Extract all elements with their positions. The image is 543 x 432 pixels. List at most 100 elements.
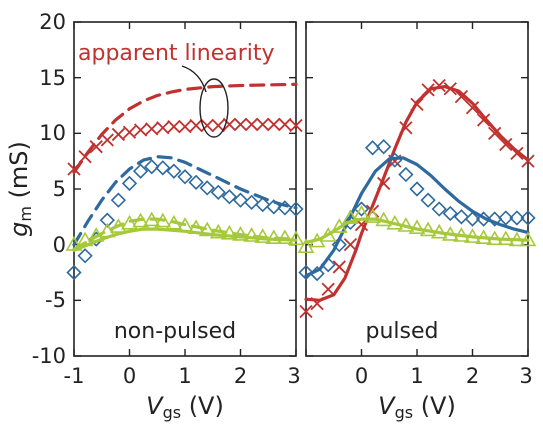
ytick-label: 0	[53, 233, 66, 257]
series-line-blue	[304, 156, 530, 278]
data-point-red	[299, 304, 313, 319]
data-point-red	[211, 118, 225, 133]
data-point-red	[278, 117, 292, 132]
data-point-red	[78, 150, 92, 164]
data-point-blue	[431, 201, 447, 217]
data-point-green	[143, 211, 161, 227]
data-point-blue	[387, 152, 403, 168]
annotation-leader	[181, 65, 207, 93]
series-line-blue	[72, 155, 298, 247]
data-point-blue	[277, 200, 293, 216]
y-axis-label-sub: m	[16, 206, 35, 222]
data-point-red	[377, 176, 391, 191]
data-point-red	[421, 83, 435, 97]
data-point-red	[454, 89, 469, 104]
data-point-red	[156, 121, 170, 135]
ytick-label: 5	[53, 177, 66, 201]
data-point-blue	[221, 189, 238, 205]
data-point-green	[419, 221, 437, 237]
x-axis-label-sub: gs	[395, 403, 414, 422]
data-point-green	[497, 230, 515, 246]
data-point-red	[256, 117, 270, 132]
data-point-green	[276, 229, 294, 245]
series-group	[65, 78, 537, 319]
xtick-label: 2	[466, 364, 479, 388]
data-point-green	[287, 230, 305, 246]
ytick-label: -10	[32, 344, 66, 368]
data-point-green	[110, 218, 127, 233]
data-point-red	[145, 122, 159, 136]
xtick-labels-left: -1 0 1 2 3	[64, 364, 301, 388]
data-point-green	[254, 228, 272, 243]
series-line-red	[304, 85, 530, 302]
y-axis-label-main: g	[5, 222, 33, 237]
data-point-red	[510, 146, 524, 161]
data-point-blue	[144, 159, 160, 175]
data-point-green	[209, 223, 227, 239]
data-point-green	[319, 227, 337, 242]
data-point-red	[289, 118, 303, 133]
data-point-red	[100, 133, 114, 147]
data-point-red	[321, 282, 335, 296]
xtick-label: 1	[178, 364, 191, 388]
data-point-blue	[99, 212, 115, 228]
x-axis-label-right: Vgs (V)	[378, 392, 456, 422]
xtick-label: 3	[519, 364, 532, 388]
ytick-label: 15	[39, 66, 66, 90]
data-point-blue	[77, 248, 93, 264]
data-point-red	[111, 127, 126, 142]
ytick-label: 10	[39, 121, 66, 145]
data-point-green	[98, 222, 116, 238]
panel-label-left: non-pulsed	[114, 319, 236, 344]
xtick-label: 1	[410, 364, 423, 388]
data-point-blue	[188, 174, 204, 190]
data-point-blue	[132, 163, 149, 179]
x-axis-label-left: Vgs (V)	[146, 392, 224, 422]
data-point-blue	[320, 257, 336, 273]
y-axis-label: gm (mS)	[5, 141, 35, 237]
data-point-red	[200, 118, 214, 133]
data-point-blue	[442, 205, 458, 222]
ytick-label: 20	[39, 10, 66, 34]
data-point-green	[441, 226, 459, 241]
data-point-green	[154, 212, 172, 228]
data-point-blue	[453, 209, 470, 225]
data-point-blue	[210, 184, 226, 200]
data-point-green	[330, 218, 348, 233]
data-point-blue	[520, 210, 536, 226]
data-point-green	[121, 214, 138, 230]
data-point-blue	[255, 196, 271, 213]
x-axis-label-unit: (V)	[181, 392, 224, 420]
data-point-blue	[298, 264, 314, 281]
xtick-label: -1	[64, 364, 85, 388]
data-point-blue	[309, 265, 325, 282]
data-point-green	[475, 229, 492, 245]
data-point-red	[122, 125, 137, 139]
annotation-apparent-linearity: apparent linearity	[78, 41, 275, 66]
data-point-green	[65, 236, 83, 251]
ytick-labels: -10 -5 0 5 10 15 20	[32, 10, 66, 368]
data-point-green	[453, 227, 470, 242]
data-point-green	[221, 224, 238, 240]
data-point-green	[132, 212, 149, 228]
data-point-blue	[376, 139, 392, 155]
data-point-green	[397, 217, 415, 232]
data-point-blue	[66, 264, 82, 281]
data-point-green	[176, 217, 194, 232]
data-point-green	[519, 231, 537, 247]
data-point-green	[76, 231, 94, 247]
data-point-blue	[498, 210, 514, 226]
data-point-red	[521, 154, 535, 168]
data-point-red	[167, 120, 181, 134]
data-point-blue	[199, 180, 215, 196]
data-point-red	[178, 120, 192, 134]
xtick-label: 0	[355, 364, 368, 388]
data-point-blue	[409, 181, 425, 197]
xtick-label: 3	[287, 364, 300, 388]
data-point-green	[342, 209, 359, 224]
data-point-red	[89, 140, 103, 154]
data-point-green	[486, 230, 504, 246]
data-point-red	[399, 121, 413, 135]
x-axis-label-main: V	[146, 392, 164, 420]
